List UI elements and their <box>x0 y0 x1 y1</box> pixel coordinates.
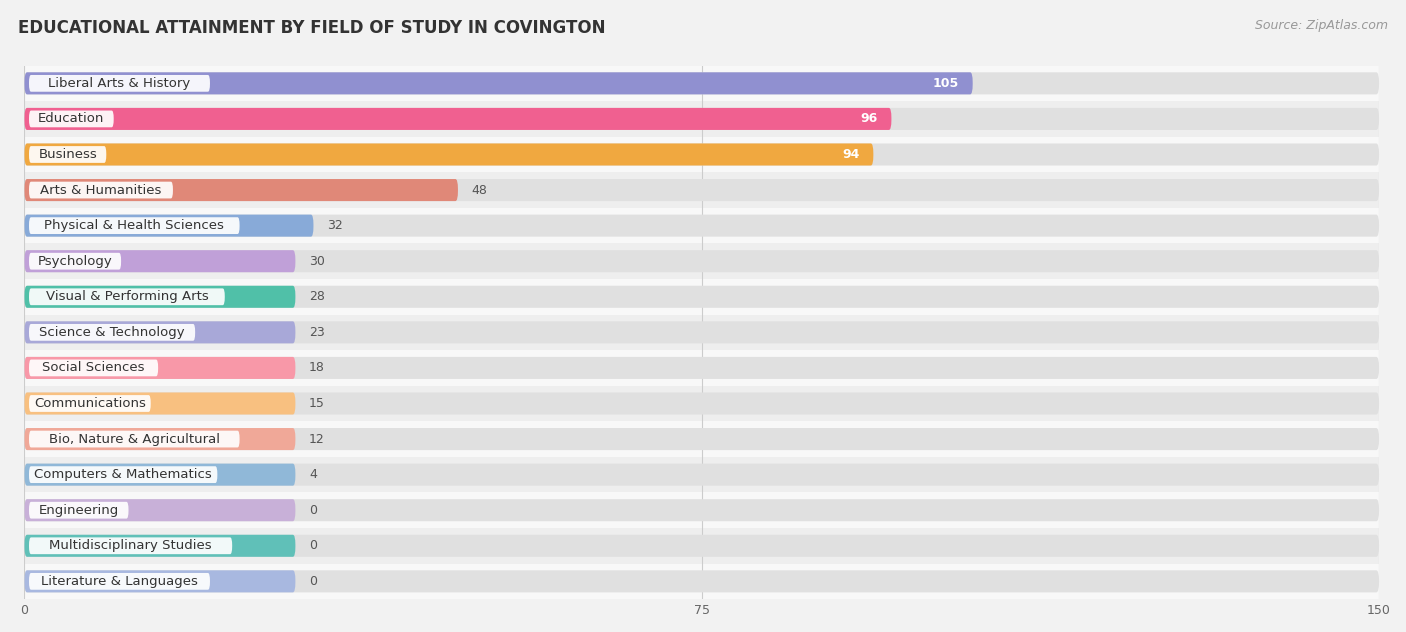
Text: Liberal Arts & History: Liberal Arts & History <box>48 77 191 90</box>
Text: Bio, Nature & Agricultural: Bio, Nature & Agricultural <box>49 432 219 446</box>
FancyBboxPatch shape <box>30 75 209 92</box>
FancyBboxPatch shape <box>30 146 107 163</box>
FancyBboxPatch shape <box>24 428 1379 450</box>
Text: Engineering: Engineering <box>38 504 120 517</box>
FancyBboxPatch shape <box>24 250 295 272</box>
FancyBboxPatch shape <box>24 72 1379 94</box>
Text: Social Sciences: Social Sciences <box>42 362 145 374</box>
Text: 94: 94 <box>842 148 860 161</box>
FancyBboxPatch shape <box>30 288 225 305</box>
Text: 18: 18 <box>309 362 325 374</box>
Bar <box>24 315 1379 350</box>
Text: Physical & Health Sciences: Physical & Health Sciences <box>45 219 224 232</box>
FancyBboxPatch shape <box>24 72 973 94</box>
FancyBboxPatch shape <box>24 464 295 485</box>
FancyBboxPatch shape <box>24 464 1379 485</box>
Text: Science & Technology: Science & Technology <box>39 326 184 339</box>
Text: Communications: Communications <box>34 397 146 410</box>
Text: Business: Business <box>38 148 97 161</box>
Text: Arts & Humanities: Arts & Humanities <box>41 183 162 197</box>
FancyBboxPatch shape <box>24 108 891 130</box>
Text: Source: ZipAtlas.com: Source: ZipAtlas.com <box>1254 19 1388 32</box>
Text: 0: 0 <box>309 504 316 517</box>
Text: Psychology: Psychology <box>38 255 112 268</box>
FancyBboxPatch shape <box>30 395 150 412</box>
Text: 12: 12 <box>309 432 325 446</box>
Text: 23: 23 <box>309 326 325 339</box>
Bar <box>24 101 1379 137</box>
FancyBboxPatch shape <box>30 217 239 234</box>
Bar <box>24 422 1379 457</box>
Text: 30: 30 <box>309 255 325 268</box>
Text: 4: 4 <box>309 468 316 481</box>
FancyBboxPatch shape <box>30 502 128 519</box>
FancyBboxPatch shape <box>30 253 121 270</box>
Text: 48: 48 <box>471 183 488 197</box>
FancyBboxPatch shape <box>24 570 1379 592</box>
Bar <box>24 564 1379 599</box>
FancyBboxPatch shape <box>24 179 458 201</box>
FancyBboxPatch shape <box>24 215 1379 236</box>
FancyBboxPatch shape <box>24 321 1379 343</box>
Text: 105: 105 <box>934 77 959 90</box>
FancyBboxPatch shape <box>24 143 1379 166</box>
FancyBboxPatch shape <box>24 357 295 379</box>
Text: 0: 0 <box>309 575 316 588</box>
Bar <box>24 173 1379 208</box>
FancyBboxPatch shape <box>24 499 295 521</box>
Bar <box>24 66 1379 101</box>
FancyBboxPatch shape <box>24 428 295 450</box>
Text: 28: 28 <box>309 290 325 303</box>
FancyBboxPatch shape <box>24 535 1379 557</box>
FancyBboxPatch shape <box>24 286 1379 308</box>
Text: Education: Education <box>38 112 104 125</box>
FancyBboxPatch shape <box>24 392 1379 415</box>
FancyBboxPatch shape <box>24 535 295 557</box>
FancyBboxPatch shape <box>24 250 1379 272</box>
Bar <box>24 350 1379 386</box>
FancyBboxPatch shape <box>24 286 295 308</box>
FancyBboxPatch shape <box>30 324 195 341</box>
FancyBboxPatch shape <box>24 357 1379 379</box>
FancyBboxPatch shape <box>30 466 218 483</box>
Bar <box>24 137 1379 173</box>
Text: Multidisciplinary Studies: Multidisciplinary Studies <box>49 539 212 552</box>
Bar <box>24 492 1379 528</box>
FancyBboxPatch shape <box>24 108 1379 130</box>
FancyBboxPatch shape <box>30 181 173 198</box>
Bar <box>24 279 1379 315</box>
Bar <box>24 208 1379 243</box>
Text: 32: 32 <box>328 219 343 232</box>
Text: Visual & Performing Arts: Visual & Performing Arts <box>45 290 208 303</box>
Text: EDUCATIONAL ATTAINMENT BY FIELD OF STUDY IN COVINGTON: EDUCATIONAL ATTAINMENT BY FIELD OF STUDY… <box>18 19 606 37</box>
Text: 0: 0 <box>309 539 316 552</box>
FancyBboxPatch shape <box>24 392 295 415</box>
FancyBboxPatch shape <box>24 570 295 592</box>
Text: 15: 15 <box>309 397 325 410</box>
Text: Literature & Languages: Literature & Languages <box>41 575 198 588</box>
Text: 96: 96 <box>860 112 877 125</box>
Bar <box>24 528 1379 564</box>
FancyBboxPatch shape <box>24 179 1379 201</box>
Bar <box>24 457 1379 492</box>
FancyBboxPatch shape <box>30 430 239 447</box>
FancyBboxPatch shape <box>30 360 157 376</box>
FancyBboxPatch shape <box>24 215 314 236</box>
FancyBboxPatch shape <box>30 573 209 590</box>
FancyBboxPatch shape <box>24 321 295 343</box>
FancyBboxPatch shape <box>24 143 873 166</box>
Bar <box>24 386 1379 422</box>
FancyBboxPatch shape <box>24 499 1379 521</box>
FancyBboxPatch shape <box>30 537 232 554</box>
FancyBboxPatch shape <box>30 111 114 127</box>
Bar <box>24 243 1379 279</box>
Text: Computers & Mathematics: Computers & Mathematics <box>34 468 212 481</box>
